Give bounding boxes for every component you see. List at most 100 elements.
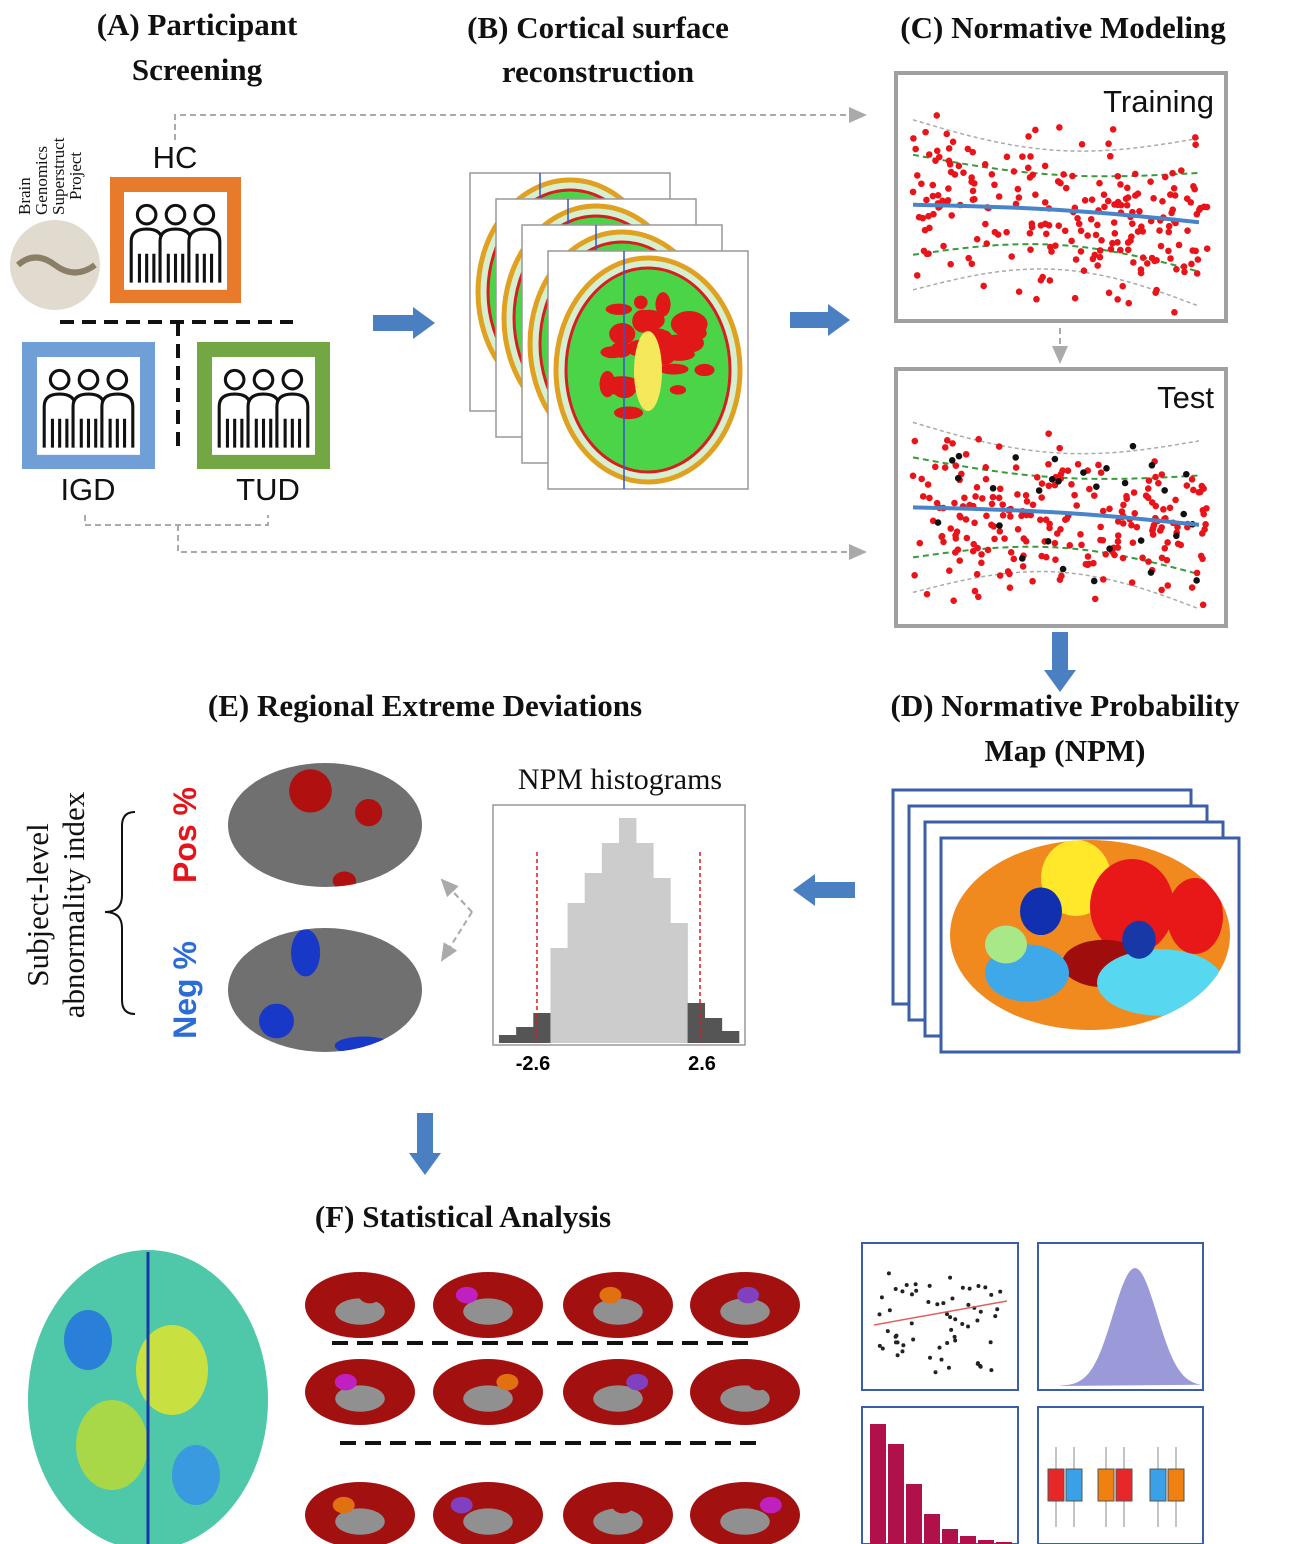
flow-arrow xyxy=(409,1113,441,1175)
point xyxy=(965,146,972,153)
point xyxy=(1183,471,1190,478)
point xyxy=(1090,256,1097,263)
icon-body xyxy=(102,394,133,448)
point xyxy=(1027,246,1034,253)
point xyxy=(1135,228,1142,235)
point xyxy=(1130,539,1137,546)
point xyxy=(950,1296,954,1300)
point xyxy=(1144,260,1151,267)
point xyxy=(1052,540,1059,547)
point xyxy=(1138,266,1145,273)
point xyxy=(1003,229,1010,236)
point xyxy=(1149,462,1156,469)
point xyxy=(1019,153,1026,160)
point xyxy=(1173,266,1180,273)
point xyxy=(949,457,956,464)
point xyxy=(1098,469,1105,476)
point xyxy=(940,1358,944,1362)
point xyxy=(1167,255,1174,262)
point xyxy=(963,451,970,458)
point xyxy=(918,476,925,483)
point xyxy=(1106,290,1113,297)
point xyxy=(971,196,978,203)
region xyxy=(76,1400,148,1490)
point xyxy=(1023,492,1030,499)
white-matter xyxy=(694,364,714,376)
point xyxy=(1045,461,1052,468)
point xyxy=(1131,510,1138,517)
point xyxy=(990,485,997,492)
point xyxy=(1114,296,1121,303)
white-matter xyxy=(606,304,632,315)
point xyxy=(1152,289,1159,296)
point xyxy=(1095,462,1102,469)
point xyxy=(1091,578,1098,585)
point xyxy=(1164,539,1171,546)
point xyxy=(1027,230,1034,237)
point xyxy=(948,1276,952,1280)
icon-body xyxy=(219,394,250,448)
hist-bar xyxy=(705,1018,722,1043)
point xyxy=(1105,198,1112,205)
point xyxy=(1176,242,1183,249)
point xyxy=(1012,454,1019,461)
point xyxy=(1081,267,1088,274)
point xyxy=(1135,190,1142,197)
point xyxy=(926,151,933,158)
figure: (A) Participant Screening (B) Cortical s… xyxy=(0,0,1289,1544)
point xyxy=(926,1300,930,1304)
point xyxy=(975,436,982,443)
connector xyxy=(175,115,865,140)
point xyxy=(949,1328,953,1332)
point xyxy=(1204,245,1211,252)
point xyxy=(980,283,987,290)
point xyxy=(976,1362,980,1366)
point xyxy=(1097,254,1104,261)
point xyxy=(948,212,955,219)
point xyxy=(974,571,981,578)
point xyxy=(938,534,945,541)
point xyxy=(968,1287,972,1291)
point xyxy=(1115,532,1122,539)
box xyxy=(1116,1469,1132,1501)
hist-bar xyxy=(585,873,602,1043)
point xyxy=(928,1284,932,1288)
point xyxy=(923,197,930,204)
point xyxy=(1052,242,1059,249)
point xyxy=(1008,549,1015,556)
bar xyxy=(906,1484,922,1544)
white-matter xyxy=(609,323,635,345)
point xyxy=(1120,555,1127,562)
point xyxy=(952,549,959,556)
point xyxy=(991,181,998,188)
point xyxy=(1007,584,1014,591)
point xyxy=(990,523,997,530)
point xyxy=(1004,153,1011,160)
point xyxy=(968,179,975,186)
brain-surface xyxy=(305,1272,415,1338)
people-icon xyxy=(37,357,140,455)
point xyxy=(1024,498,1031,505)
hist-bar xyxy=(636,843,653,1043)
point xyxy=(985,547,992,554)
point xyxy=(1124,185,1131,192)
point xyxy=(943,131,950,138)
point xyxy=(1020,563,1027,570)
point xyxy=(997,572,1004,579)
point xyxy=(1056,445,1063,452)
point xyxy=(965,255,972,262)
point xyxy=(1045,538,1052,545)
box xyxy=(1150,1469,1166,1501)
point xyxy=(1110,126,1117,133)
point xyxy=(1184,482,1191,489)
point xyxy=(1045,430,1052,437)
point xyxy=(1036,487,1043,494)
point xyxy=(1032,191,1039,198)
point xyxy=(1151,258,1158,265)
region xyxy=(720,1508,770,1534)
point xyxy=(1029,578,1036,585)
point xyxy=(960,1322,964,1326)
point xyxy=(1043,230,1050,237)
point xyxy=(1094,222,1101,229)
brain-surface xyxy=(563,1272,673,1338)
